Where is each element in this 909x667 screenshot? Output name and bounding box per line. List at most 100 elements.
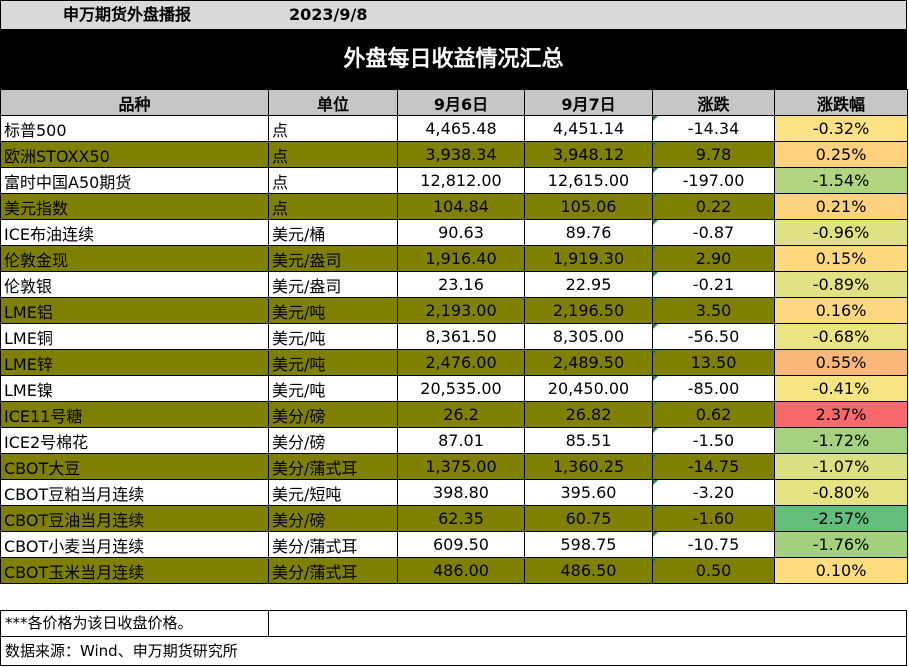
col-header-change: 涨跌: [652, 89, 775, 116]
cell-pct: -1.72%: [774, 427, 908, 454]
cell-change: 0.62: [652, 401, 775, 428]
cell-day1: 3,938.34: [397, 141, 525, 168]
summary-banner: 外盘每日收益情况汇总: [0, 30, 907, 89]
cell-day1: 62.35: [397, 505, 525, 532]
cell-change: -1.60: [652, 505, 775, 532]
cell-day2: 1,360.25: [524, 453, 653, 480]
cell-day2: 89.76: [524, 219, 653, 246]
cell-pct: 0.55%: [774, 349, 908, 376]
cell-pct: -1.76%: [774, 531, 908, 558]
table-row: 伦敦银 美元/盎司 23.16 22.95 -0.21 -0.89%: [0, 271, 908, 298]
table-row: 欧洲STOXX50 点 3,938.34 3,948.12 9.78 0.25%: [0, 141, 908, 168]
cell-name: LME铜: [0, 323, 269, 350]
footnote-divider: [268, 611, 269, 636]
cell-pct: -0.32%: [774, 115, 908, 142]
cell-unit: 点: [268, 193, 398, 220]
cell-change: 3.50: [652, 297, 775, 324]
cell-name: CBOT小麦当月连续: [0, 531, 269, 558]
cell-name: 伦敦金现: [0, 245, 269, 272]
cell-change: -10.75: [652, 531, 775, 558]
quote-table: 品种 单位 9月6日 9月7日 涨跌 涨跌幅 标普500 点 4,465.48 4,4…: [0, 89, 908, 584]
cell-day2: 12,615.00: [524, 167, 653, 194]
table-row: ICE布油连续 美元/桶 90.63 89.76 -0.87 -0.96%: [0, 219, 908, 246]
cell-pct: -0.68%: [774, 323, 908, 350]
cell-day1: 8,361.50: [397, 323, 525, 350]
source-row: 数据来源：Wind、申万期货研究所: [0, 636, 907, 666]
cell-day1: 1,916.40: [397, 245, 525, 272]
col-header-unit: 单位: [268, 89, 398, 116]
table-row: 伦敦金现 美元/盎司 1,916.40 1,919.30 2.90 0.15%: [0, 245, 908, 272]
cell-name: 富时中国A50期货: [0, 167, 269, 194]
cell-unit: 美分/磅: [268, 505, 398, 532]
cell-name: 美元指数: [0, 193, 269, 220]
cell-pct: -2.57%: [774, 505, 908, 532]
cell-name: ICE布油连续: [0, 219, 269, 246]
cell-day1: 87.01: [397, 427, 525, 454]
cell-pct: 0.16%: [774, 297, 908, 324]
cell-pct: -0.80%: [774, 479, 908, 506]
col-header-pct: 涨跌幅: [774, 89, 908, 116]
cell-pct: 0.15%: [774, 245, 908, 272]
cell-unit: 美元/桶: [268, 219, 398, 246]
cell-unit: 美元/吨: [268, 375, 398, 402]
footnote-text: ***各价格为该日收盘价格。: [5, 614, 193, 632]
cell-change: 13.50: [652, 349, 775, 376]
cell-pct: -1.07%: [774, 453, 908, 480]
cell-day2: 105.06: [524, 193, 653, 220]
cell-pct: -0.41%: [774, 375, 908, 402]
col-header-name: 品种: [0, 89, 269, 116]
table-row: CBOT豆油当月连续 美分/磅 62.35 60.75 -1.60 -2.57%: [0, 505, 908, 532]
cell-unit: 美分/蒲式耳: [268, 453, 398, 480]
col-header-day1: 9月6日: [397, 89, 525, 116]
cell-change: 9.78: [652, 141, 775, 168]
cell-unit: 点: [268, 115, 398, 142]
table-header-row: 品种 单位 9月6日 9月7日 涨跌 涨跌幅: [0, 89, 908, 116]
cell-change: -14.34: [652, 115, 775, 142]
cell-day1: 90.63: [397, 219, 525, 246]
cell-day2: 8,305.00: [524, 323, 653, 350]
cell-day1: 2,193.00: [397, 297, 525, 324]
cell-unit: 美元/盎司: [268, 271, 398, 298]
source-text: 数据来源：Wind、申万期货研究所: [5, 642, 238, 660]
table-row: CBOT豆粕当月连续 美元/短吨 398.80 395.60 -3.20 -0.80%: [0, 479, 908, 506]
cell-day1: 1,375.00: [397, 453, 525, 480]
cell-unit: 美元/短吨: [268, 479, 398, 506]
cell-name: 欧洲STOXX50: [0, 141, 269, 168]
cell-day2: 85.51: [524, 427, 653, 454]
table-row: LME铜 美元/吨 8,361.50 8,305.00 -56.50 -0.68%: [0, 323, 908, 350]
table-row: LME镍 美元/吨 20,535.00 20,450.00 -85.00 -0.41%: [0, 375, 908, 402]
cell-name: ICE11号糖: [0, 401, 269, 428]
cell-unit: 美元/吨: [268, 297, 398, 324]
cell-name: CBOT大豆: [0, 453, 269, 480]
cell-day1: 104.84: [397, 193, 525, 220]
cell-change: -56.50: [652, 323, 775, 350]
cell-name: CBOT玉米当月连续: [0, 557, 269, 584]
cell-unit: 美元/吨: [268, 349, 398, 376]
table-row: CBOT大豆 美分/蒲式耳 1,375.00 1,360.25 -14.75 -1.07%: [0, 453, 908, 480]
table-row: ICE11号糖 美分/磅 26.2 26.82 0.62 2.37%: [0, 401, 908, 428]
cell-change: -14.75: [652, 453, 775, 480]
cell-name: 伦敦银: [0, 271, 269, 298]
cell-change: -3.20: [652, 479, 775, 506]
cell-day1: 4,465.48: [397, 115, 525, 142]
table-row: LME锌 美元/吨 2,476.00 2,489.50 13.50 0.55%: [0, 349, 908, 376]
cell-change: -197.00: [652, 167, 775, 194]
cell-name: ICE2号棉花: [0, 427, 269, 454]
cell-day1: 26.2: [397, 401, 525, 428]
cell-day2: 395.60: [524, 479, 653, 506]
cell-day2: 3,948.12: [524, 141, 653, 168]
cell-pct: -0.89%: [774, 271, 908, 298]
cell-day1: 12,812.00: [397, 167, 525, 194]
cell-pct: 0.25%: [774, 141, 908, 168]
cell-pct: 0.10%: [774, 557, 908, 584]
cell-unit: 美元/吨: [268, 323, 398, 350]
cell-day2: 4,451.14: [524, 115, 653, 142]
cell-pct: -1.54%: [774, 167, 908, 194]
table-row: 富时中国A50期货点 12,812.00 12,615.00 -197.00 -1.54…: [0, 167, 908, 194]
table-row: 标普500 点 4,465.48 4,451.14 -14.34 -0.32%: [0, 115, 908, 142]
table-row: 美元指数点 104.84 105.06 0.22 0.21%: [0, 193, 908, 220]
cell-day2: 26.82: [524, 401, 653, 428]
cell-name: LME锌: [0, 349, 269, 376]
cell-change: 2.90: [652, 245, 775, 272]
